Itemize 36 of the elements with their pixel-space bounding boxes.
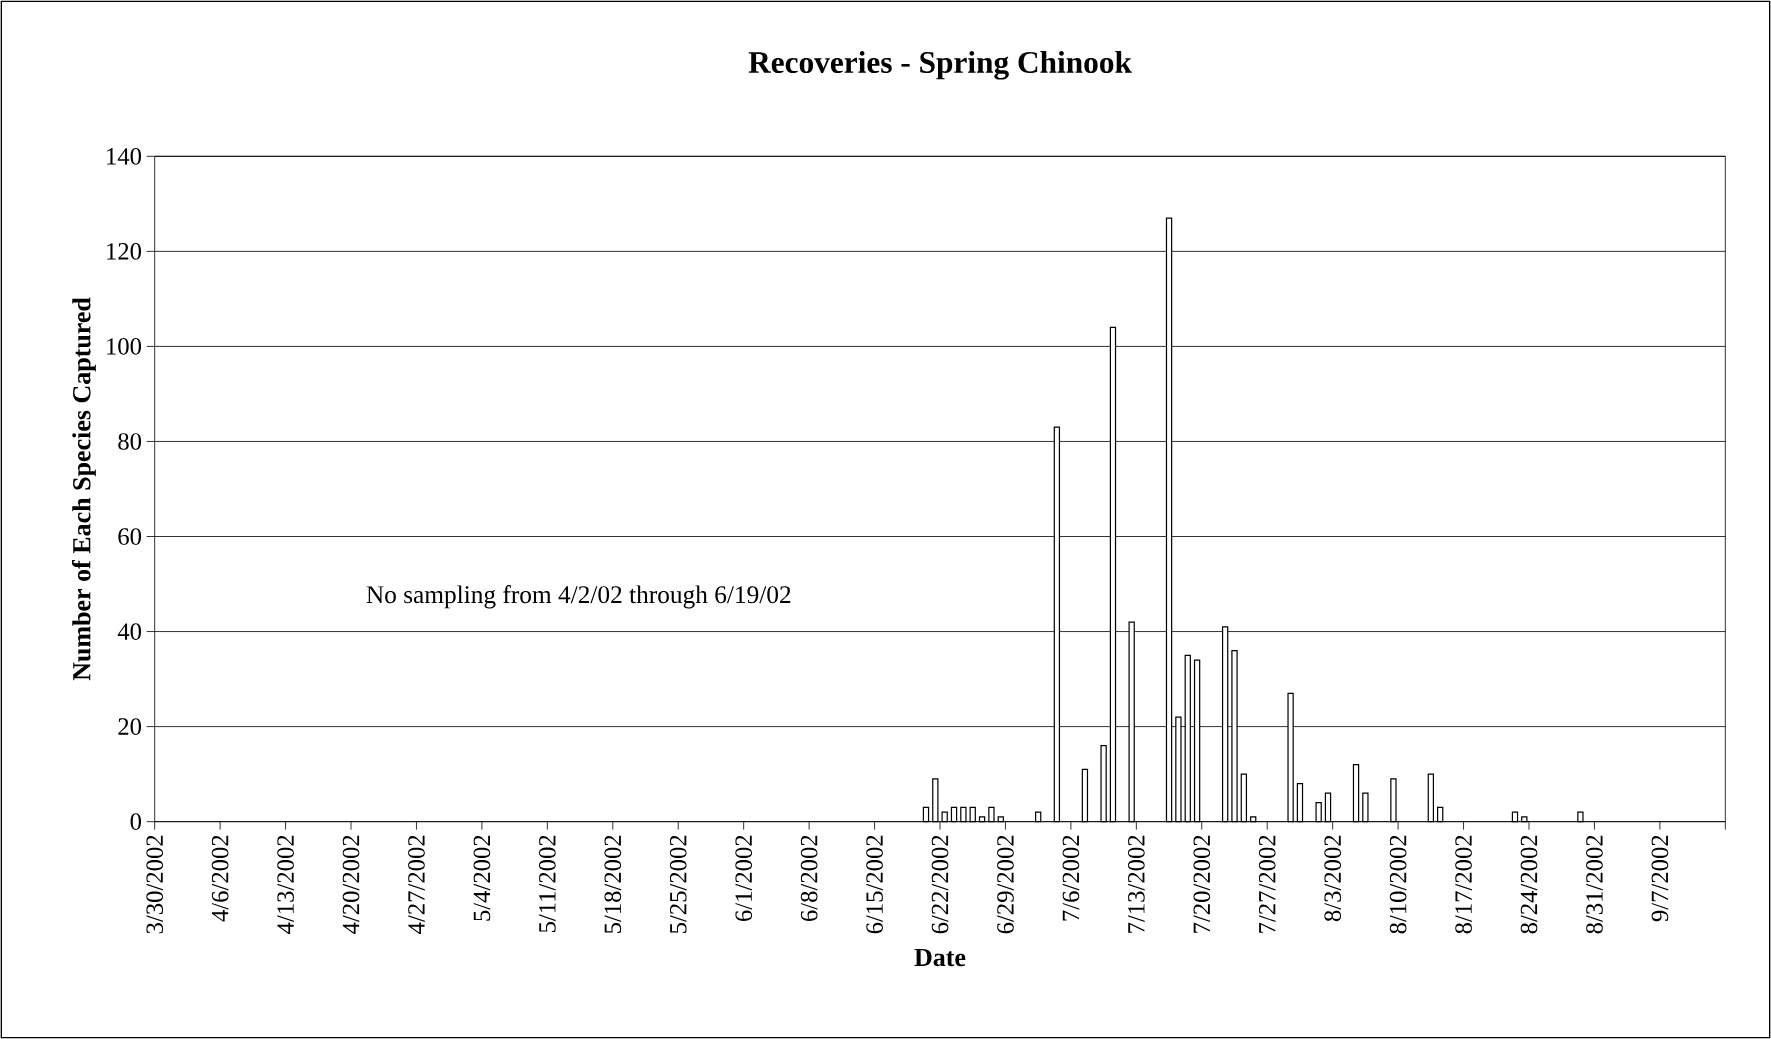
x-tick-label: 6/8/2002 [800, 835, 818, 921]
y-tick-label: 40 [117, 623, 142, 640]
x-tick-label: 6/1/2002 [735, 835, 753, 921]
x-axis-title: Date [914, 948, 966, 967]
x-tick-label: 8/3/2002 [1324, 835, 1341, 922]
x-tick-label: 8/31/2002 [1586, 835, 1603, 934]
x-tick-label: 5/18/2002 [604, 835, 622, 933]
y-tick-label: 140 [107, 147, 142, 165]
x-tick-label: 9/7/2002 [1651, 835, 1669, 922]
x-tick-label: 7/13/2002 [1128, 835, 1145, 933]
x-tick-label: 6/15/2002 [866, 835, 883, 934]
x-tick-label: 4/6/2002 [211, 835, 229, 922]
y-tick-label: 80 [118, 433, 142, 450]
y-tick-label: 60 [118, 528, 142, 545]
x-tick-label: 5/11/2002 [539, 835, 556, 933]
x-tick-label: 7/6/2002 [1062, 835, 1080, 921]
x-tick-label: 8/24/2002 [1520, 835, 1538, 934]
x-tick-label: 7/27/2002 [1258, 835, 1276, 933]
y-tick-label: 100 [107, 338, 142, 355]
x-tick-label: 6/29/2002 [997, 835, 1014, 934]
chart-title: Recoveries - Spring Chinook [748, 50, 1132, 80]
y-tick-label: 0 [130, 813, 142, 830]
x-tick-label: 6/22/2002 [931, 835, 949, 934]
x-tick-label: 4/27/2002 [408, 835, 425, 934]
x-tick-label: 3/30/2002 [146, 835, 164, 934]
x-tick-label: 5/4/2002 [473, 835, 491, 921]
x-tick-label: 8/10/2002 [1389, 835, 1407, 934]
x-tick-label: 8/17/2002 [1455, 835, 1472, 934]
y-tick-label: 120 [107, 243, 142, 260]
x-tick-label: 5/25/2002 [669, 835, 687, 933]
x-tick-label: 4/20/2002 [342, 835, 360, 934]
x-tick-label: 4/13/2002 [277, 835, 294, 934]
annotation: No sampling from 4/2/02 through 6/19/02 [366, 585, 791, 609]
y-axis-title: Number of Each Species Captured [71, 297, 96, 681]
y-tick-label: 20 [118, 718, 142, 735]
x-tick-label: 7/20/2002 [1193, 835, 1211, 933]
